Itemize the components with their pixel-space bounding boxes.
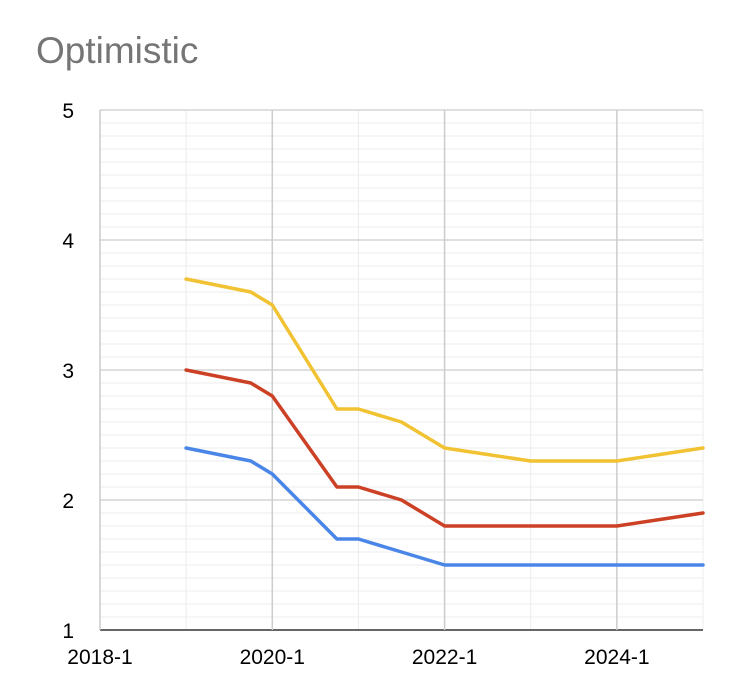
- y-tick-label: 1: [62, 620, 74, 643]
- y-tick-label: 5: [62, 100, 74, 123]
- series-line-1: [184, 277, 705, 463]
- minor-gridlines: [100, 110, 704, 630]
- y-axis-labels: 1 2 3 4 5: [62, 100, 74, 643]
- x-tick-label: 2018-1: [67, 646, 132, 669]
- series-line-2: [184, 368, 705, 528]
- y-tick-label: 3: [62, 360, 74, 383]
- series-layer: [184, 277, 705, 567]
- x-tick-label: 2020-1: [240, 646, 305, 669]
- x-tick-label: 2022-1: [412, 646, 477, 669]
- x-axis-labels: 2018-1 2020-1 2022-1 2024-1: [67, 646, 649, 669]
- series-line-3: [184, 446, 705, 567]
- y-tick-label: 2: [62, 490, 74, 513]
- x-tick-label: 2024-1: [584, 646, 649, 669]
- chart-title: Optimistic: [36, 30, 199, 71]
- y-tick-label: 4: [62, 230, 74, 253]
